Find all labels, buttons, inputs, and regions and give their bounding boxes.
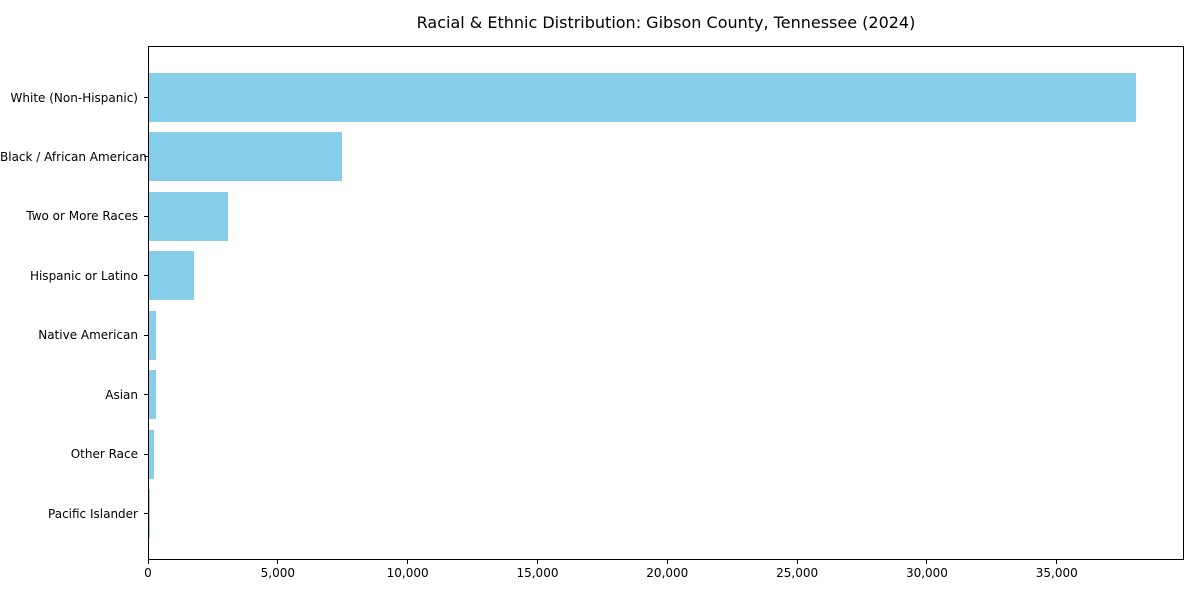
x-tick-mark [536, 560, 538, 564]
y-axis-label-native-american: Native American [38, 328, 138, 343]
x-tick-mark [147, 560, 149, 564]
y-axis-label-white-non-hispanic: White (Non-Hispanic) [10, 90, 138, 105]
y-tick-mark [144, 394, 148, 396]
bar-native-american [149, 310, 157, 360]
bar-pacific-islander [149, 489, 150, 538]
x-tick-label-25000: 25,000 [776, 566, 819, 580]
x-tick-label-15000: 15,000 [516, 566, 559, 580]
y-axis-label-pacific-islander: Pacific Islander [48, 506, 138, 521]
bar-white-non-hispanic [149, 73, 1136, 122]
x-tick-label-20000: 20,000 [646, 566, 689, 580]
y-axis-label-two-or-more-races: Two or More Races [26, 209, 138, 224]
bar-asian [149, 370, 156, 420]
y-axis-label-asian: Asian [105, 387, 138, 402]
y-axis-label-other-race: Other Race [70, 447, 138, 462]
x-tick-label-10000: 10,000 [386, 566, 429, 580]
plot-area [148, 46, 1184, 560]
bar-other-race [149, 429, 154, 479]
y-tick-mark [144, 453, 148, 455]
y-tick-mark [144, 275, 148, 277]
bar-black-african-american [149, 132, 343, 182]
y-axis-label-hispanic-or-latino: Hispanic or Latino [29, 268, 138, 283]
y-tick-mark [144, 215, 148, 217]
chart-title: Racial & Ethnic Distribution: Gibson Cou… [416, 13, 916, 32]
y-axis-label-black-african-american: Black / African American [0, 149, 147, 164]
y-tick-mark [144, 334, 148, 336]
x-tick-label-0: 0 [144, 566, 152, 580]
x-tick-mark [796, 560, 798, 564]
x-tick-label-35000: 35,000 [1035, 566, 1078, 580]
x-tick-label-5000: 5,000 [260, 566, 295, 580]
y-tick-mark [144, 97, 148, 98]
y-tick-mark [144, 156, 148, 158]
y-tick-mark [144, 513, 148, 514]
x-tick-label-30000: 30,000 [905, 566, 948, 580]
x-tick-mark [1056, 560, 1058, 564]
bar-hispanic-or-latino [149, 251, 195, 301]
x-tick-mark [666, 560, 668, 564]
x-tick-mark [926, 560, 928, 564]
x-tick-mark [277, 560, 279, 564]
bar-two-or-more-races [149, 191, 229, 241]
x-tick-mark [407, 560, 409, 564]
